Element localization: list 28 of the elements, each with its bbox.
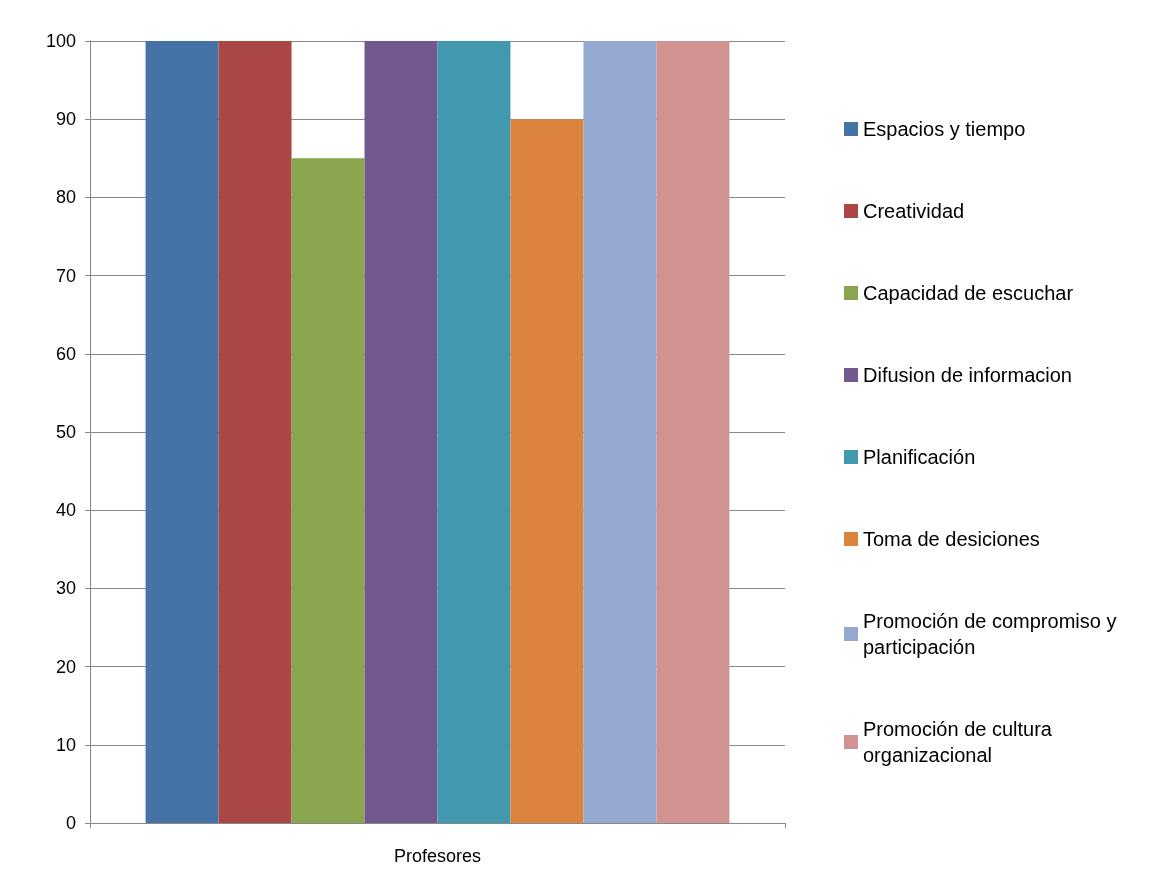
y-tick-label: 0 [65, 813, 76, 833]
legend-label: Espacios y tiempo [863, 118, 1026, 140]
legend-label: Creatividad [863, 200, 965, 222]
bar [291, 158, 365, 823]
y-tick-label: 50 [55, 422, 76, 442]
bar [656, 41, 730, 823]
legend-label: Promoción de cultura organizacional [863, 718, 1058, 766]
x-tick-label: Profesores [393, 846, 482, 866]
bar [510, 119, 584, 823]
y-tick-label: 80 [55, 187, 76, 208]
y-tick-label: 70 [55, 265, 76, 286]
y-tick-label: 20 [55, 656, 76, 677]
bar [437, 41, 511, 823]
bar [218, 41, 292, 823]
y-tick-label: 40 [55, 500, 76, 521]
bar [145, 41, 219, 823]
bar [583, 41, 657, 823]
y-tick-label: 90 [55, 109, 76, 130]
legend-label: Planificación [863, 446, 976, 468]
legend-label: Capacidad de escuchar [863, 282, 1074, 304]
bar [364, 41, 438, 823]
y-tick-label: 100 [45, 31, 76, 51]
legend-label: Promoción de compromiso y participación [863, 610, 1122, 658]
legend-label: Difusion de informacion [863, 364, 1072, 386]
legend-label: Toma de desiciones [863, 528, 1040, 550]
y-tick-label: 30 [55, 578, 76, 599]
y-tick-label: 60 [55, 343, 76, 364]
y-tick-label: 10 [55, 734, 76, 755]
